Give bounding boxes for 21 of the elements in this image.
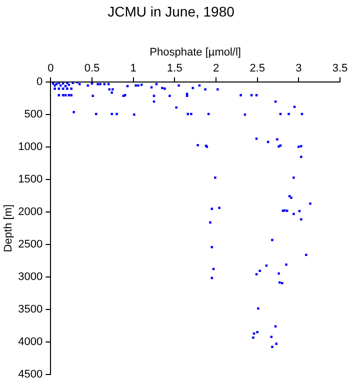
- y-tick-label: 4500: [18, 368, 43, 380]
- x-tick-label: 2: [212, 62, 220, 75]
- x-tick-label: 2.5: [250, 62, 265, 75]
- chart-title: JCMU in June, 1980: [108, 3, 235, 20]
- y-tick-label: 2000: [18, 206, 43, 218]
- x-tick-label: 3.5: [332, 62, 348, 75]
- y-tick-label: 2500: [18, 238, 43, 251]
- y-tick-label: 1500: [18, 174, 43, 186]
- y-tick-label: 500: [24, 108, 43, 121]
- y-tick-label: 4000: [18, 336, 43, 348]
- y-tick-label: 3500: [18, 304, 43, 316]
- y-tick-label: 3000: [18, 271, 43, 284]
- x-tick-label: 0: [48, 62, 54, 75]
- y-tick-label: 0: [36, 76, 43, 88]
- x-tick-label: 1.5: [167, 62, 182, 75]
- x-tick-label: 1: [130, 62, 136, 75]
- y-axis-title: Depth [m]: [2, 204, 15, 252]
- x-tick-label: 3: [296, 62, 302, 75]
- y-tick-label: 1000: [18, 141, 43, 154]
- x-axis-title: Phosphate [µmol/l]: [150, 46, 242, 58]
- x-tick-label: 0.5: [84, 62, 100, 75]
